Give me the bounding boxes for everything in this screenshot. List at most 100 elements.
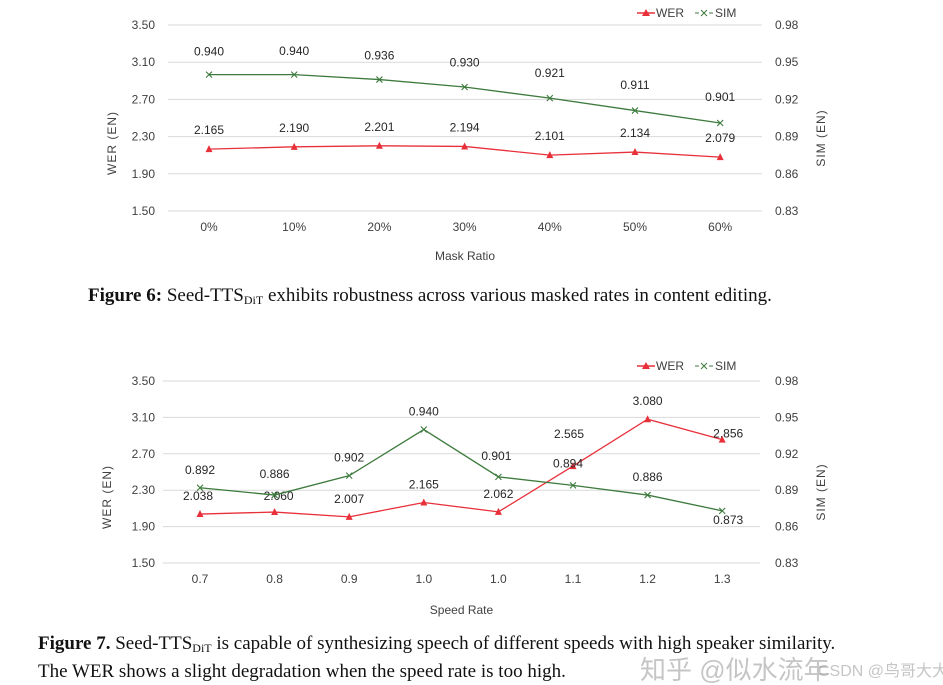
x-tick-label: 50% xyxy=(623,220,647,234)
y-left-tick-label: 2.70 xyxy=(132,447,156,461)
wer-data-label: 2.565 xyxy=(554,427,584,441)
sim-point xyxy=(196,484,204,492)
y-right-tick-label: 0.83 xyxy=(775,204,799,218)
sim-data-label: 0.886 xyxy=(633,470,663,484)
wer-point xyxy=(569,462,577,470)
y-left-tick-label: 2.30 xyxy=(132,130,156,144)
sim-data-label: 0.901 xyxy=(705,90,735,104)
wer-data-label: 2.079 xyxy=(705,131,735,145)
sim-point xyxy=(569,481,577,489)
caption-subscript: DiT xyxy=(243,293,264,307)
sim-point xyxy=(345,472,353,480)
y-right-axis-label: SIM (EN) xyxy=(814,109,828,166)
wer-point xyxy=(716,153,724,161)
figure-6-caption: Figure 6: Seed-TTSDiT exhibits robustnes… xyxy=(88,285,772,308)
y-right-tick-label: 0.98 xyxy=(775,374,799,388)
legend-sim-marker xyxy=(700,9,708,17)
x-tick-label: 1.0 xyxy=(415,572,432,586)
sim-point xyxy=(718,507,726,515)
wer-data-label: 2.201 xyxy=(364,120,394,134)
y-left-tick-label: 1.90 xyxy=(132,167,156,181)
y-right-tick-label: 0.86 xyxy=(775,520,799,534)
sim-data-label: 0.936 xyxy=(364,49,394,63)
legend-wer-label: WER xyxy=(656,6,684,20)
chart-mask-ratio: 3.50 0.98 3.10 0.95 2.70 0.92 2.30 0.89 1.90 0.86… xyxy=(105,6,828,263)
x-tick-label: 0.7 xyxy=(192,572,209,586)
wer-series-line xyxy=(199,418,723,518)
wer-data-label: 2.101 xyxy=(535,129,565,143)
wer-point xyxy=(196,510,204,518)
wer-data-label: 2.007 xyxy=(334,492,364,506)
legend-wer-label: WER xyxy=(656,359,684,373)
sim-data-label: 0.940 xyxy=(409,405,439,419)
zhihu-watermark: 知乎 @似水流年 xyxy=(640,655,830,685)
x-tick-label: 20% xyxy=(367,220,391,234)
y-right-tick-label: 0.92 xyxy=(775,447,799,461)
sim-data-label: 0.940 xyxy=(194,45,224,59)
y-left-tick-label: 1.90 xyxy=(132,520,156,534)
y-right-tick-label: 0.95 xyxy=(775,410,799,424)
x-tick-label: 0% xyxy=(200,220,218,234)
caption-text: exhibits robustness across various maske… xyxy=(263,285,772,306)
caption-text: The WER shows a slight degradation when … xyxy=(38,661,566,682)
sim-data-label: 0.873 xyxy=(713,513,743,527)
y-right-axis-label: SIM (EN) xyxy=(814,463,828,520)
y-left-axis-label: WER (EN) xyxy=(105,111,119,175)
wer-point xyxy=(290,142,298,150)
wer-data-label: 2.165 xyxy=(409,477,439,491)
x-tick-label: 1.0 xyxy=(490,572,507,586)
chart-speed-rate: 3.50 0.98 3.10 0.95 2.70 0.92 2.30 0.89 1.90 0.86… xyxy=(100,359,828,617)
sim-data-label: 0.940 xyxy=(279,44,309,58)
wer-point xyxy=(205,145,213,153)
x-tick-label: 1.2 xyxy=(639,572,656,586)
figure-7-label: Figure 7. xyxy=(38,633,111,654)
sim-point xyxy=(546,94,554,102)
sim-point xyxy=(290,71,298,78)
y-left-tick-label: 1.50 xyxy=(132,204,156,218)
wer-data-label: 2.134 xyxy=(620,126,650,140)
sim-data-label: 0.892 xyxy=(185,463,215,477)
y-left-tick-label: 1.50 xyxy=(132,556,156,570)
x-tick-label: 30% xyxy=(453,220,477,234)
wer-point xyxy=(461,142,469,150)
wer-point xyxy=(420,498,428,506)
wer-data-label: 2.194 xyxy=(450,120,480,134)
x-tick-label: 60% xyxy=(708,220,732,234)
csdn-watermark: CSDN @鸟哥大大 xyxy=(818,663,943,680)
y-left-tick-label: 2.30 xyxy=(132,483,156,497)
x-axis-label: Mask Ratio xyxy=(435,249,495,263)
figure-7-caption: Figure 7. Seed-TTSDiT is capable of synt… xyxy=(38,632,835,683)
wer-data-label: 2.856 xyxy=(713,427,743,441)
caption-text: Seed-TTS xyxy=(162,285,244,306)
sim-data-label: 0.921 xyxy=(535,66,565,80)
wer-point xyxy=(345,512,353,520)
y-right-tick-label: 0.98 xyxy=(775,18,799,32)
wer-data-label: 2.038 xyxy=(183,489,213,503)
y-right-tick-label: 0.92 xyxy=(775,92,799,106)
y-left-tick-label: 3.10 xyxy=(132,410,156,424)
sim-point xyxy=(461,83,468,91)
y-left-axis-label: WER (EN) xyxy=(100,465,114,529)
x-tick-label: 40% xyxy=(538,220,562,234)
legend-sim-label: SIM xyxy=(715,359,736,373)
caption-text: is capable of synthesizing speech of dif… xyxy=(211,633,836,654)
y-right-tick-label: 0.86 xyxy=(775,167,799,181)
x-tick-label: 10% xyxy=(282,220,306,234)
wer-data-label: 3.080 xyxy=(633,394,663,408)
caption-text: Seed-TTS xyxy=(110,633,193,654)
sim-data-label: 0.930 xyxy=(450,56,480,70)
sim-point xyxy=(271,491,278,499)
legend-sim-marker xyxy=(700,362,708,370)
wer-data-label: 2.190 xyxy=(279,121,309,135)
x-tick-label: 0.8 xyxy=(266,572,283,586)
legend-wer-marker xyxy=(642,9,650,16)
y-right-tick-label: 0.95 xyxy=(775,55,799,69)
sim-series-line xyxy=(199,428,723,512)
x-tick-label: 0.9 xyxy=(341,572,358,586)
y-left-tick-label: 3.10 xyxy=(132,55,156,69)
wer-point xyxy=(631,148,639,156)
sim-data-label: 0.894 xyxy=(553,456,583,470)
y-right-tick-label: 0.89 xyxy=(775,483,799,497)
y-right-tick-label: 0.83 xyxy=(775,556,799,570)
legend-wer-marker xyxy=(642,362,650,369)
